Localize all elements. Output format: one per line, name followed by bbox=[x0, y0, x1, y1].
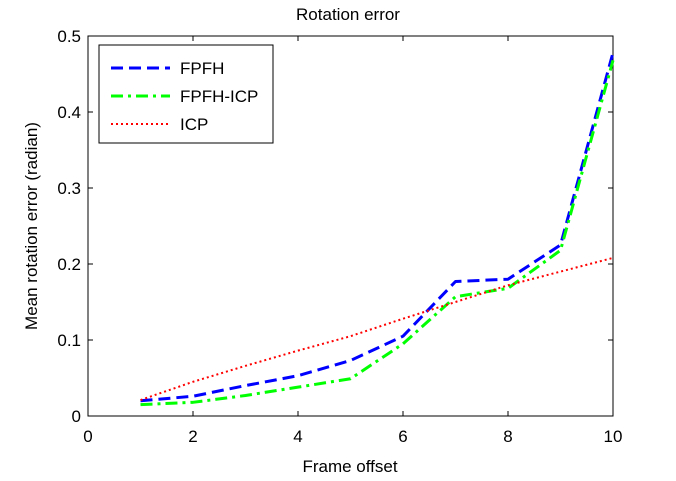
chart-title: Rotation error bbox=[296, 5, 400, 24]
series-line-fpfh-icp bbox=[140, 59, 615, 407]
x-tick-label: 2 bbox=[188, 427, 197, 446]
y-tick-label: 0.3 bbox=[57, 179, 81, 198]
y-tick-label: 0 bbox=[72, 407, 81, 426]
x-tick-label: 4 bbox=[293, 427, 302, 446]
y-tick-label: 0.4 bbox=[57, 103, 81, 122]
y-axis: 0 0.1 0.2 0.3 0.4 0.5 bbox=[57, 27, 613, 426]
y-tick-label: 0.2 bbox=[57, 255, 81, 274]
series-line-fpfh bbox=[140, 52, 615, 403]
x-axis-label: Frame offset bbox=[302, 457, 397, 476]
x-tick-label: 6 bbox=[398, 427, 407, 446]
y-tick-label: 0.5 bbox=[57, 27, 81, 46]
legend-label-icp: ICP bbox=[180, 115, 208, 134]
series-lines bbox=[140, 52, 615, 407]
x-tick-label: 10 bbox=[604, 427, 623, 446]
x-axis: 0 2 4 6 8 10 bbox=[83, 36, 622, 446]
y-tick-label: 0.1 bbox=[57, 331, 81, 350]
y-axis-label: Mean rotation error (radian) bbox=[22, 122, 41, 330]
legend-box bbox=[98, 44, 274, 144]
legend: FPFH FPFH-ICP ICP bbox=[98, 44, 274, 144]
plot-area bbox=[87, 35, 614, 417]
series-line-icp bbox=[140, 256, 614, 401]
x-tick-label: 8 bbox=[503, 427, 512, 446]
legend-label-fpfh-icp: FPFH-ICP bbox=[180, 87, 258, 106]
plot-frame bbox=[87, 35, 614, 417]
legend-label-fpfh: FPFH bbox=[180, 59, 224, 78]
x-tick-label: 0 bbox=[83, 427, 92, 446]
